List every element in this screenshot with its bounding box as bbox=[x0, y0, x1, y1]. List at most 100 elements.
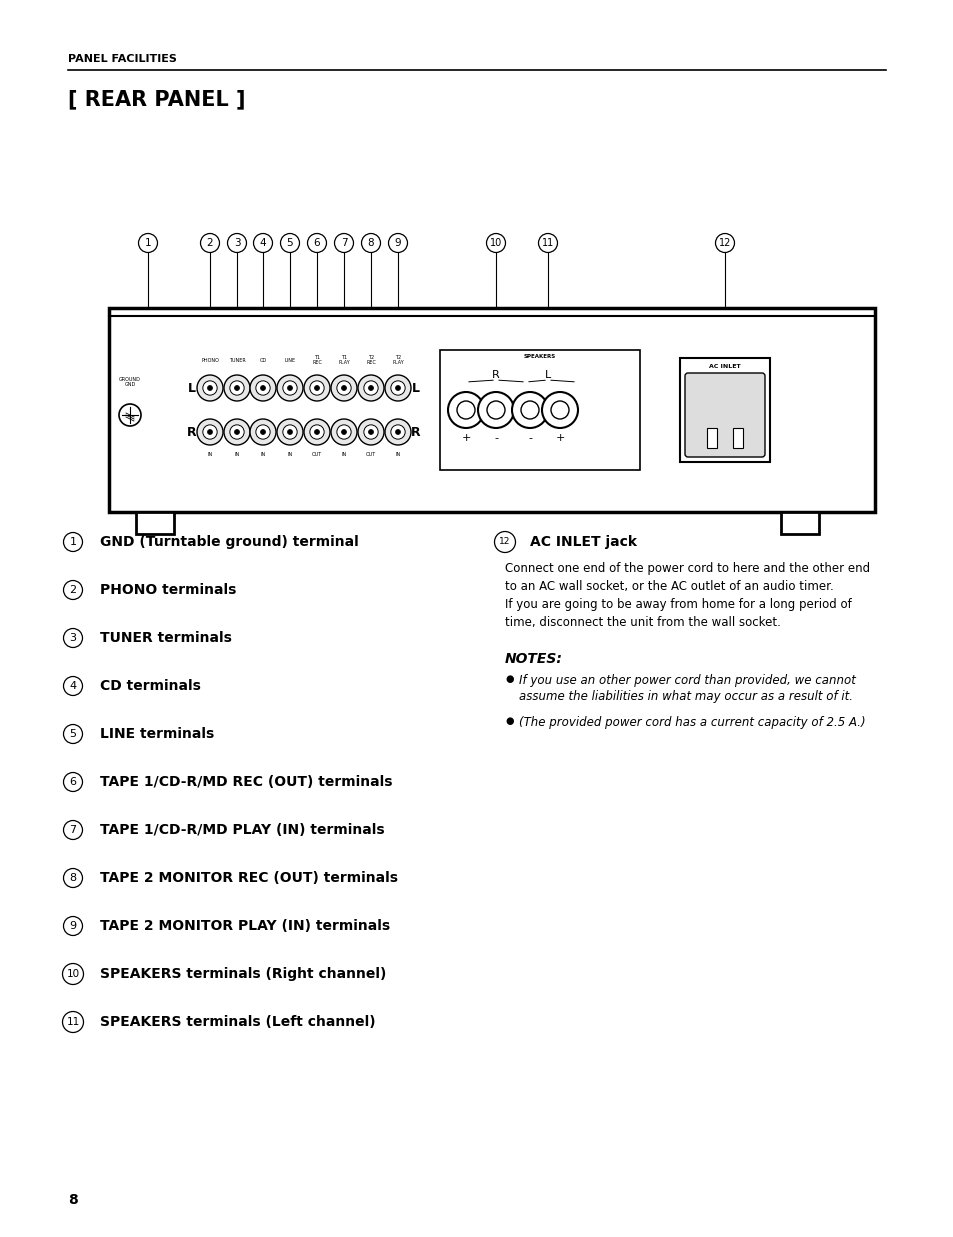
Text: 7: 7 bbox=[70, 825, 76, 835]
Text: 3: 3 bbox=[70, 633, 76, 643]
Circle shape bbox=[336, 381, 351, 395]
Circle shape bbox=[357, 375, 384, 401]
Text: R: R bbox=[187, 426, 196, 438]
Circle shape bbox=[363, 381, 377, 395]
Text: ●: ● bbox=[504, 716, 513, 726]
Text: time, disconnect the unit from the wall socket.: time, disconnect the unit from the wall … bbox=[504, 616, 781, 628]
Text: -: - bbox=[527, 433, 532, 443]
Circle shape bbox=[486, 401, 504, 419]
Text: LINE terminals: LINE terminals bbox=[100, 727, 214, 741]
Text: 1: 1 bbox=[70, 537, 76, 547]
Text: 8: 8 bbox=[68, 1192, 77, 1207]
Circle shape bbox=[314, 386, 319, 391]
Text: TAPE 2 MONITOR PLAY (IN) terminals: TAPE 2 MONITOR PLAY (IN) terminals bbox=[100, 919, 390, 933]
Circle shape bbox=[224, 419, 250, 445]
Circle shape bbox=[255, 381, 270, 395]
Text: 8: 8 bbox=[367, 238, 374, 247]
Text: IN: IN bbox=[207, 452, 213, 456]
Circle shape bbox=[385, 375, 411, 401]
Text: GND (Turntable ground) terminal: GND (Turntable ground) terminal bbox=[100, 534, 358, 549]
Circle shape bbox=[395, 429, 400, 434]
Text: 12: 12 bbox=[498, 538, 510, 547]
Text: TUNER terminals: TUNER terminals bbox=[100, 631, 232, 644]
Text: SPEAKERS: SPEAKERS bbox=[523, 354, 556, 359]
Text: 8: 8 bbox=[70, 873, 76, 883]
Text: 10: 10 bbox=[67, 969, 79, 978]
Bar bbox=[781, 512, 818, 534]
Circle shape bbox=[203, 381, 217, 395]
Circle shape bbox=[234, 386, 239, 391]
Text: L: L bbox=[412, 381, 419, 395]
Circle shape bbox=[456, 401, 475, 419]
Text: TUNER: TUNER bbox=[229, 357, 245, 362]
Text: 6: 6 bbox=[314, 238, 320, 247]
Text: If you are going to be away from home for a long period of: If you are going to be away from home fo… bbox=[504, 597, 851, 611]
Text: 1: 1 bbox=[145, 238, 152, 247]
Text: R: R bbox=[492, 370, 499, 380]
Text: L: L bbox=[188, 381, 195, 395]
Circle shape bbox=[341, 429, 346, 434]
FancyBboxPatch shape bbox=[684, 374, 764, 456]
Text: PHONO: PHONO bbox=[201, 357, 218, 362]
Text: to an AC wall socket, or the AC outlet of an audio timer.: to an AC wall socket, or the AC outlet o… bbox=[504, 580, 833, 593]
Circle shape bbox=[304, 375, 330, 401]
Circle shape bbox=[260, 386, 265, 391]
Bar bbox=[136, 512, 173, 534]
Circle shape bbox=[282, 381, 296, 395]
Text: ●: ● bbox=[504, 674, 513, 684]
Circle shape bbox=[287, 429, 293, 434]
Circle shape bbox=[250, 419, 275, 445]
Text: (The provided power cord has a current capacity of 2.5 A.): (The provided power cord has a current c… bbox=[518, 716, 864, 729]
Text: 9: 9 bbox=[395, 238, 401, 247]
Text: T1
REC: T1 REC bbox=[312, 355, 321, 365]
Text: OUT: OUT bbox=[312, 452, 322, 456]
Text: LINE: LINE bbox=[284, 357, 295, 362]
Circle shape bbox=[331, 375, 356, 401]
Text: CD: CD bbox=[259, 357, 266, 362]
Circle shape bbox=[310, 424, 324, 439]
Text: T1
PLAY: T1 PLAY bbox=[337, 355, 350, 365]
Text: 4: 4 bbox=[70, 682, 76, 691]
Text: Connect one end of the power cord to here and the other end: Connect one end of the power cord to her… bbox=[504, 562, 869, 575]
Bar bbox=[679, 357, 769, 461]
Circle shape bbox=[331, 419, 356, 445]
Text: -: - bbox=[494, 433, 497, 443]
Circle shape bbox=[336, 424, 351, 439]
Circle shape bbox=[196, 419, 223, 445]
Circle shape bbox=[255, 424, 270, 439]
Circle shape bbox=[310, 381, 324, 395]
Circle shape bbox=[287, 386, 293, 391]
Text: 11: 11 bbox=[541, 238, 554, 247]
Circle shape bbox=[368, 386, 374, 391]
Text: 2: 2 bbox=[207, 238, 213, 247]
Text: If you use an other power cord than provided, we cannot: If you use an other power cord than prov… bbox=[518, 674, 855, 687]
Circle shape bbox=[314, 429, 319, 434]
Circle shape bbox=[208, 386, 213, 391]
Circle shape bbox=[391, 381, 405, 395]
Circle shape bbox=[520, 401, 538, 419]
Circle shape bbox=[541, 392, 578, 428]
Circle shape bbox=[282, 424, 296, 439]
Circle shape bbox=[551, 401, 568, 419]
Bar bbox=[732, 428, 742, 448]
Circle shape bbox=[368, 429, 374, 434]
Text: PANEL FACILITIES: PANEL FACILITIES bbox=[68, 54, 176, 64]
Text: AC INLET: AC INLET bbox=[708, 364, 740, 369]
Text: 7: 7 bbox=[340, 238, 347, 247]
Text: TAPE 1/CD-R/MD PLAY (IN) terminals: TAPE 1/CD-R/MD PLAY (IN) terminals bbox=[100, 823, 384, 837]
Text: +: + bbox=[461, 433, 470, 443]
Circle shape bbox=[276, 375, 303, 401]
Text: TAPE 1/CD-R/MD REC (OUT) terminals: TAPE 1/CD-R/MD REC (OUT) terminals bbox=[100, 776, 392, 789]
Text: L: L bbox=[544, 370, 551, 380]
Circle shape bbox=[391, 424, 405, 439]
Text: 5: 5 bbox=[70, 729, 76, 738]
Text: 10: 10 bbox=[489, 238, 501, 247]
Text: IN: IN bbox=[234, 452, 239, 456]
Text: 2: 2 bbox=[70, 585, 76, 595]
Text: OUT: OUT bbox=[366, 452, 375, 456]
Text: assume the liabilities in what may occur as a result of it.: assume the liabilities in what may occur… bbox=[518, 690, 852, 703]
Text: [ REAR PANEL ]: [ REAR PANEL ] bbox=[68, 89, 245, 109]
Text: 6: 6 bbox=[70, 777, 76, 787]
Text: GROUND
GND: GROUND GND bbox=[119, 376, 141, 387]
Text: NOTES:: NOTES: bbox=[504, 652, 562, 666]
